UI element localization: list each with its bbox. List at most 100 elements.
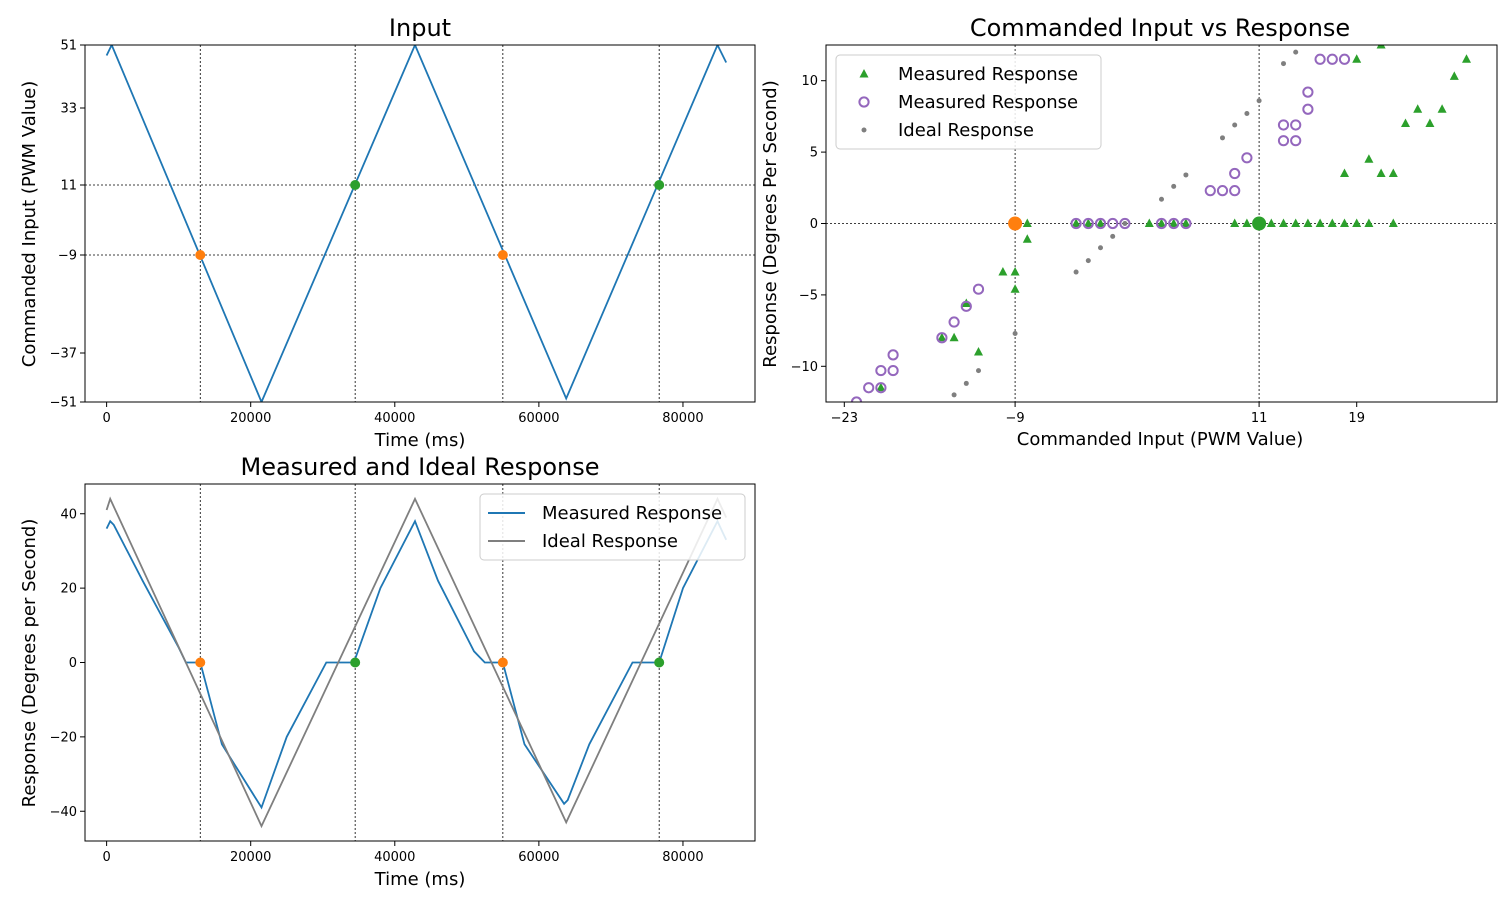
- scatter-point-dot: [1012, 330, 1018, 336]
- scatter-point-circle: [1277, 119, 1290, 131]
- scatter-point-dot: [1220, 135, 1225, 141]
- y-tick-label: −40: [50, 805, 77, 820]
- scatter-point-triangle: [1437, 104, 1447, 113]
- scatter-point-circle: [1082, 217, 1094, 230]
- highlight-point: [654, 180, 665, 190]
- plot-frame: [825, 44, 1498, 403]
- y-tick-label: 51: [60, 39, 77, 54]
- scatter-point-circle: [1229, 185, 1241, 197]
- highlight-point: [497, 657, 508, 668]
- scatter-point-triangle: [1388, 218, 1398, 227]
- scatter-point-triangle: [1352, 54, 1362, 63]
- highlight-point: [497, 250, 508, 260]
- scatter-point-circle: [1119, 217, 1131, 230]
- highlight-point: [350, 657, 361, 668]
- scatter-point-dot: [1159, 196, 1164, 202]
- legend: Measured Response Ideal Response: [479, 493, 746, 561]
- y-tick-label: 33: [60, 102, 77, 117]
- highlight-point: [195, 657, 206, 668]
- x-tick-label: 60000: [518, 411, 559, 426]
- scatter-point-triangle: [1364, 154, 1374, 163]
- scatter-point-circle: [1290, 119, 1302, 131]
- legend-label: Ideal Response: [542, 531, 678, 552]
- x-tick-label: 19: [1348, 411, 1365, 426]
- scatter-point-dot: [1293, 49, 1299, 55]
- scatter-point-dot: [1256, 98, 1262, 104]
- legend-swatch-triangle: [859, 69, 869, 78]
- y-axis-label: Response (Degrees Per Second): [760, 80, 781, 367]
- scatter-point-dot: [1183, 172, 1189, 178]
- x-axis-label: Time (ms): [374, 869, 466, 890]
- scatter-point-circle: [1338, 53, 1351, 65]
- scatter-point-triangle: [1169, 218, 1179, 227]
- x-tick-label: 0: [102, 411, 110, 426]
- y-tick-label: 20: [60, 582, 77, 597]
- scatter-point-circle: [1107, 217, 1119, 230]
- scatter-point-triangle: [1242, 218, 1252, 227]
- scatter-point-circle: [1180, 217, 1192, 230]
- scatter-point-triangle: [1144, 218, 1154, 227]
- scatter-point-circle: [1168, 217, 1180, 230]
- scatter-point-circle: [1314, 53, 1326, 65]
- scatter-point-triangle: [1181, 218, 1191, 227]
- scatter-point-triangle: [1291, 218, 1301, 227]
- scatter-point-triangle: [1340, 218, 1349, 227]
- scatter-point-triangle: [998, 267, 1008, 276]
- legend-swatch-circle: [858, 96, 870, 108]
- highlight-point: [1008, 216, 1023, 231]
- legend-swatch-dot: [861, 127, 867, 133]
- y-axis-label: Response (Degrees per Second): [19, 519, 40, 808]
- x-tick-label: 80000: [662, 850, 703, 865]
- plot-frame: [84, 483, 756, 842]
- scatter-point-circle: [863, 382, 875, 394]
- scatter-point-triangle: [1010, 284, 1020, 293]
- x-tick-label: 40000: [374, 850, 415, 865]
- scatter-point-circle: [1302, 103, 1314, 115]
- scatter-point-circle: [1216, 185, 1229, 197]
- scatter-point-triangle: [1449, 71, 1459, 80]
- scatter-point-triangle: [974, 347, 983, 356]
- legend-label: Measured Response: [542, 503, 722, 524]
- legend-label: Ideal Response: [898, 120, 1034, 141]
- scatter-point-triangle: [1401, 118, 1410, 128]
- y-tick-label: −10: [791, 360, 818, 375]
- x-tick-label: 40000: [374, 411, 415, 426]
- scatter-point-dot: [1244, 111, 1250, 117]
- scatter-point-dot: [1171, 183, 1177, 189]
- scatter-point-circle: [1290, 135, 1302, 147]
- scatter-point-dot: [1110, 233, 1116, 239]
- y-tick-label: 11: [60, 179, 77, 194]
- chart-input: Input Time (ms) Commanded Input (PWM Val…: [19, 14, 756, 451]
- scatter-point-triangle: [1364, 218, 1374, 227]
- x-tick-label: 20000: [230, 411, 271, 426]
- y-axis-label: Commanded Input (PWM Value): [19, 81, 40, 367]
- scatter-point-triangle: [1327, 218, 1337, 227]
- x-axis-label: Time (ms): [374, 430, 466, 451]
- scatter-point-triangle: [1096, 218, 1105, 227]
- chart-measured-and-ideal-response: Measured and Ideal Response Time (ms) Re…: [19, 453, 756, 890]
- scatter-point-triangle: [1352, 218, 1362, 227]
- scatter-point-circle: [936, 332, 948, 344]
- scatter-point-dot: [951, 392, 957, 398]
- x-tick-label: −23: [831, 411, 858, 426]
- scatter-point-triangle: [1388, 168, 1398, 178]
- y-tick-label: −20: [50, 730, 77, 745]
- x-tick-label: 0: [102, 850, 110, 865]
- scatter-point-circle: [1204, 185, 1216, 197]
- scatter-point-triangle: [1303, 218, 1313, 227]
- scatter-point-circle: [887, 349, 899, 361]
- legend-label: Measured Response: [898, 92, 1078, 113]
- scatter-point-circle: [1326, 53, 1338, 65]
- scatter-point-dot: [1085, 258, 1091, 264]
- legend-box: [835, 54, 1102, 150]
- scatter-point-triangle: [1315, 218, 1325, 227]
- highlight-point: [350, 180, 361, 190]
- scatter-point-circle: [972, 283, 985, 295]
- scatter-point-circle: [875, 364, 887, 377]
- scatter-point-triangle: [1413, 104, 1423, 113]
- scatter-point-circle: [1094, 217, 1107, 230]
- scatter-point-triangle: [1083, 218, 1093, 227]
- series-line-0: [105, 45, 728, 402]
- y-tick-label: 0: [810, 217, 818, 232]
